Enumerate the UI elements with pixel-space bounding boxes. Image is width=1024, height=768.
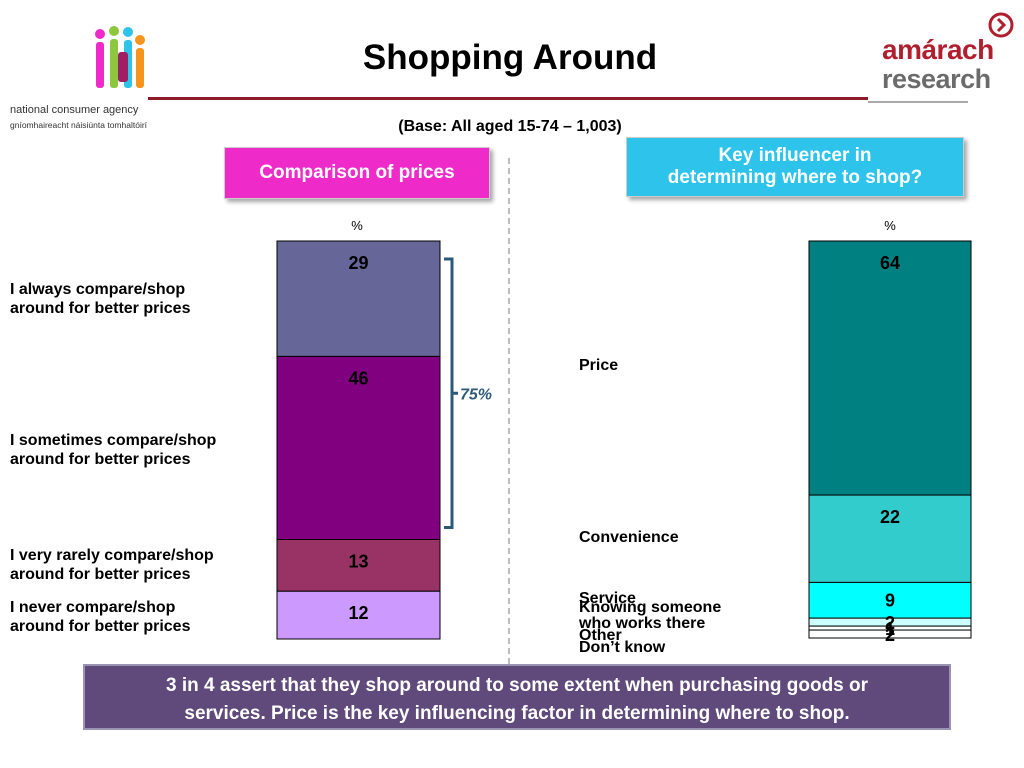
left-value-label-1: 46: [348, 368, 368, 388]
page-title: Shopping Around: [362, 38, 658, 77]
right-value-label-2: 9: [885, 590, 895, 610]
influencer-heading-line2: determining where to shop?: [667, 167, 923, 188]
right-bar-segment-0: [808, 240, 972, 496]
right-bar-segment-1: [808, 494, 972, 583]
right-label-dontknow: Don’t know: [579, 639, 666, 656]
right-value-label-1: 22: [880, 507, 900, 527]
influencer-heading: Key influencer in determining where to s…: [626, 137, 964, 197]
base-note: (Base: All aged 15-74 – 1,003): [398, 118, 622, 135]
bracket-annotation: 75%: [460, 386, 492, 403]
nca-name: national consumer agency: [10, 104, 139, 116]
amarach-word: amárach: [882, 34, 994, 65]
left-label-rarely: I very rarely compare/shop around for be…: [10, 547, 214, 583]
left-value-label-0: 29: [348, 253, 368, 273]
left-value-label-3: 12: [348, 603, 368, 623]
nca-people-icon: [95, 26, 145, 88]
left-bar-segment-3: [276, 590, 441, 640]
right-label-convenience: Convenience: [579, 529, 679, 546]
right-value-label-0: 64: [880, 253, 900, 273]
right-label-other: Other: [579, 627, 622, 644]
right-label-price: Price: [579, 357, 619, 374]
summary-box: 3 in 4 assert that they shop around to s…: [83, 664, 951, 730]
comparison-heading: Comparison of prices: [224, 147, 490, 199]
left-label-never: I never compare/shop around for better p…: [10, 599, 191, 635]
right-value-label-3: 2: [885, 613, 895, 633]
summary-line2: services. Price is the key influencing f…: [184, 703, 850, 724]
chevron-circle-icon: [988, 12, 1014, 38]
left-bar-segment-1: [276, 355, 441, 541]
right-bar-segment-5: [808, 629, 972, 639]
panel-divider: [508, 158, 510, 664]
title-rule-grey: [868, 101, 968, 103]
influencer-heading-line1: Key influencer in: [718, 145, 872, 166]
nca-irish-name: gníomhaireacht náisiúnta tomhaltóirí: [10, 120, 148, 130]
right-label-service: Service: [579, 590, 636, 607]
title-rule: [148, 97, 868, 100]
left-value-label-2: 13: [348, 552, 368, 572]
right-value-label-4: 1: [885, 619, 895, 639]
left-unit-label: %: [351, 218, 363, 233]
left-bar-segment-0: [276, 240, 441, 357]
left-label-always: I always compare/shop around for better …: [10, 281, 191, 317]
right-unit-label: %: [884, 218, 896, 233]
left-bar-segment-2: [276, 539, 441, 592]
left-label-sometimes: I sometimes compare/shop around for bett…: [10, 432, 217, 468]
right-value-label-5: 2: [885, 625, 895, 645]
summary-line1: 3 in 4 assert that they shop around to s…: [165, 675, 869, 696]
amarach-logo: amárach research: [876, 10, 1016, 94]
right-label-knowing: Knowing someone who works there: [579, 599, 722, 632]
research-word: research: [882, 64, 991, 94]
nca-logo: national consumer agency gníomhaireacht …: [10, 22, 150, 142]
bracket-line: [444, 257, 454, 529]
